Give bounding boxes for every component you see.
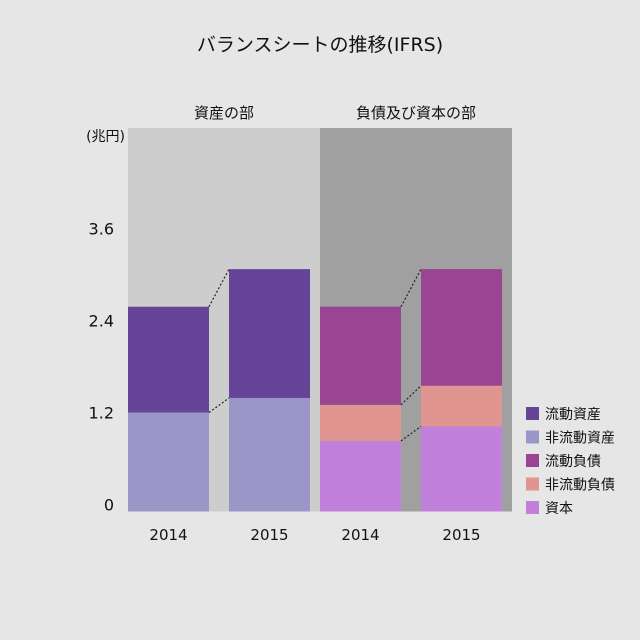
chart-title: バランスシートの推移(IFRS) (196, 34, 444, 56)
legend-label: 流動負債 (545, 454, 601, 470)
y-tick-label: 1.2 (89, 403, 114, 422)
x-tick-label: 2014 (341, 526, 379, 544)
bar-segment (320, 440, 401, 512)
connector-line (400, 385, 422, 406)
bar-segment (421, 385, 502, 427)
bar-segment (128, 306, 209, 413)
y-tick-label: 2.4 (89, 311, 114, 330)
x-tick-label: 2015 (250, 526, 288, 544)
bar-segment (229, 269, 310, 398)
y-axis-unit: (兆円) (86, 129, 125, 145)
bar-segment (421, 269, 502, 386)
bar-segment (229, 397, 310, 512)
legend-swatch (526, 430, 539, 444)
bar-segment (320, 306, 401, 405)
legend-label: 資本 (545, 501, 573, 517)
legend-swatch (526, 454, 539, 467)
connector-line (208, 268, 230, 307)
legend-label: 非流動資産 (545, 431, 615, 447)
x-tick-label: 2014 (149, 526, 187, 544)
y-tick-label: 3.6 (89, 219, 114, 238)
bar-segment (320, 404, 401, 441)
legend-swatch (526, 407, 539, 420)
y-tick-label: 0 (104, 496, 114, 515)
legend-label: 非流動負債 (545, 478, 615, 494)
connector-line (208, 397, 230, 414)
connector-line (400, 268, 422, 307)
bar-segment (421, 426, 502, 512)
legend-label: 流動資産 (545, 407, 601, 423)
connector-line (400, 425, 422, 442)
panel-label: 資産の部 (194, 104, 254, 122)
legend-swatch (526, 477, 539, 491)
bar-segment (128, 412, 209, 512)
x-tick-label: 2015 (442, 526, 480, 544)
legend-swatch (526, 501, 539, 514)
panel-label: 負債及び資本の部 (356, 104, 476, 122)
